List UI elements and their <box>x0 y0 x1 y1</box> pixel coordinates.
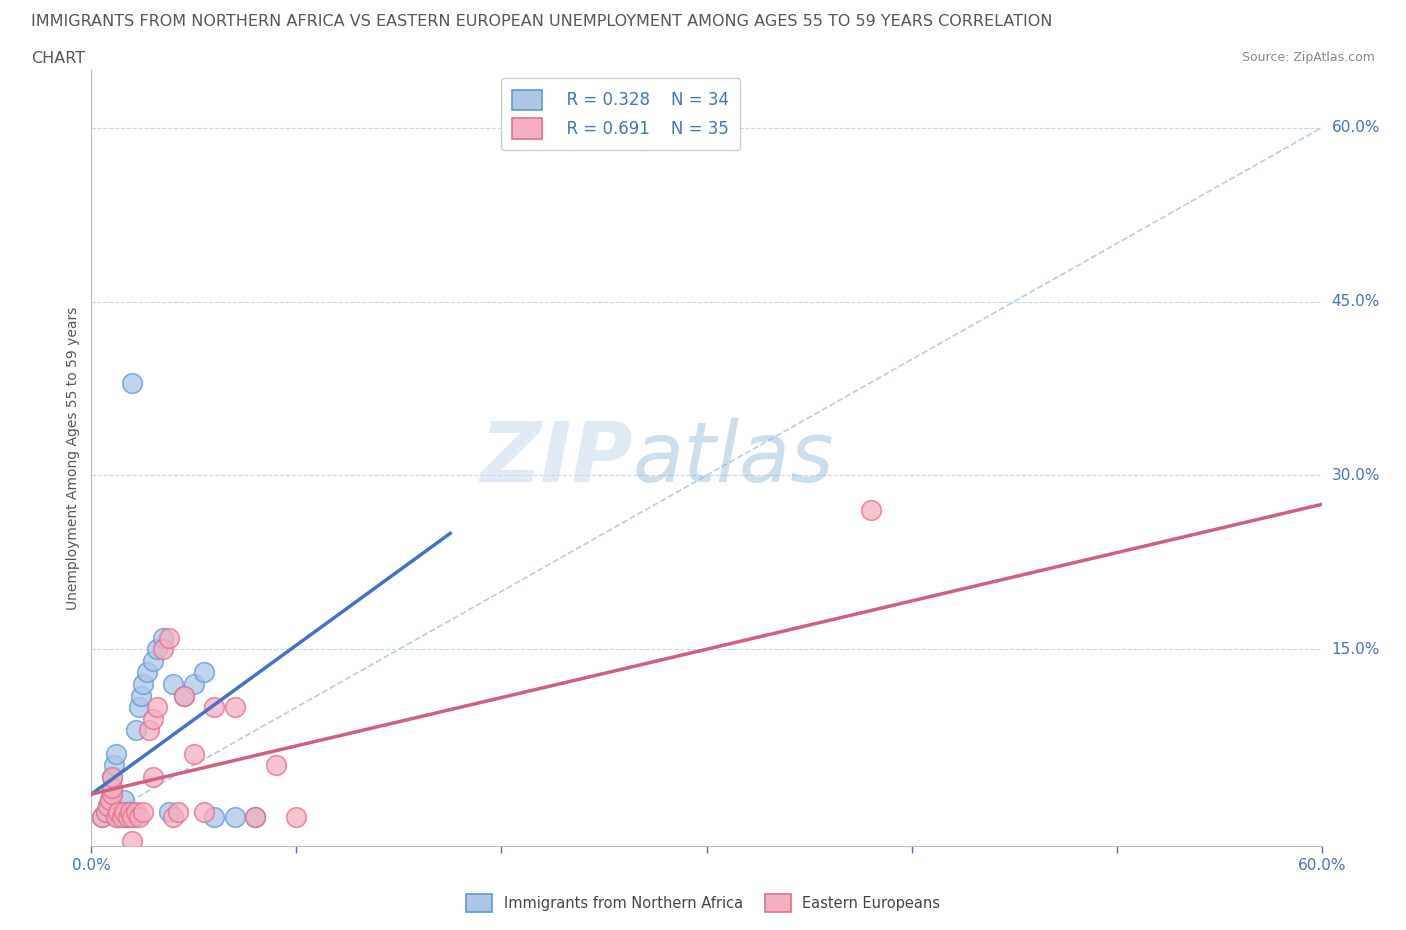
Point <box>135 665 157 680</box>
Point <box>224 699 246 714</box>
Point <box>90 810 112 825</box>
Point <box>111 804 134 819</box>
Point <box>128 810 150 825</box>
Point <box>97 798 120 813</box>
Point <box>121 804 143 819</box>
Point <box>173 688 195 703</box>
Point <box>245 810 267 825</box>
Point <box>121 833 143 848</box>
Y-axis label: Unemployment Among Ages 55 to 59 years: Unemployment Among Ages 55 to 59 years <box>66 306 80 610</box>
Point <box>245 810 267 825</box>
Text: IMMIGRANTS FROM NORTHERN AFRICA VS EASTERN EUROPEAN UNEMPLOYMENT AMONG AGES 55 T: IMMIGRANTS FROM NORTHERN AFRICA VS EASTE… <box>31 14 1052 29</box>
Point <box>90 810 112 825</box>
Point <box>146 699 169 714</box>
Point <box>146 642 169 657</box>
Point <box>94 804 117 819</box>
Point <box>117 804 139 819</box>
Text: Source: ZipAtlas.com: Source: ZipAtlas.com <box>1241 51 1375 64</box>
Point <box>105 746 127 761</box>
Point <box>125 723 148 737</box>
Point <box>121 375 143 390</box>
Point <box>162 677 184 692</box>
Text: 45.0%: 45.0% <box>1331 294 1379 309</box>
Point <box>193 804 215 819</box>
Point <box>111 810 134 825</box>
Text: 60.0%: 60.0% <box>1331 120 1379 135</box>
Point <box>264 758 287 773</box>
Point <box>193 665 215 680</box>
Point <box>152 631 174 645</box>
Point <box>157 804 180 819</box>
Legend:   R = 0.328    N = 34,   R = 0.691    N = 35: R = 0.328 N = 34, R = 0.691 N = 35 <box>501 78 740 151</box>
Text: 15.0%: 15.0% <box>1331 642 1379 657</box>
Point <box>131 677 153 692</box>
Point <box>101 781 124 796</box>
Point <box>121 810 143 825</box>
Point <box>138 723 160 737</box>
Point <box>98 792 121 807</box>
Point <box>285 810 308 825</box>
Point <box>94 804 117 819</box>
Legend: Immigrants from Northern Africa, Eastern Europeans: Immigrants from Northern Africa, Eastern… <box>460 888 946 918</box>
Point <box>101 781 124 796</box>
Point <box>124 810 146 825</box>
Point <box>101 769 124 784</box>
Point <box>142 769 165 784</box>
Point <box>120 804 142 819</box>
Point <box>107 810 129 825</box>
Point <box>224 810 246 825</box>
Point <box>131 804 153 819</box>
Point <box>859 503 882 518</box>
Point <box>183 677 205 692</box>
Point <box>157 631 180 645</box>
Point <box>128 699 150 714</box>
Point <box>101 787 124 802</box>
Point <box>183 746 205 761</box>
Point <box>166 804 188 819</box>
Text: ZIP: ZIP <box>479 418 633 498</box>
Point <box>112 804 135 819</box>
Point <box>105 810 127 825</box>
Point <box>101 769 124 784</box>
Point <box>120 810 142 825</box>
Text: atlas: atlas <box>633 418 834 498</box>
Text: CHART: CHART <box>31 51 84 66</box>
Point <box>107 804 129 819</box>
Point <box>142 654 165 669</box>
Point <box>152 642 174 657</box>
Point <box>97 798 120 813</box>
Point <box>112 792 135 807</box>
Point <box>129 688 152 703</box>
Point <box>101 787 124 802</box>
Point <box>202 810 225 825</box>
Point <box>103 758 125 773</box>
Point <box>173 688 195 703</box>
Point <box>98 792 121 807</box>
Point <box>202 699 225 714</box>
Point <box>125 804 148 819</box>
Point <box>117 810 139 825</box>
Text: 30.0%: 30.0% <box>1331 468 1379 483</box>
Point <box>115 810 138 825</box>
Point <box>162 810 184 825</box>
Point <box>142 711 165 726</box>
